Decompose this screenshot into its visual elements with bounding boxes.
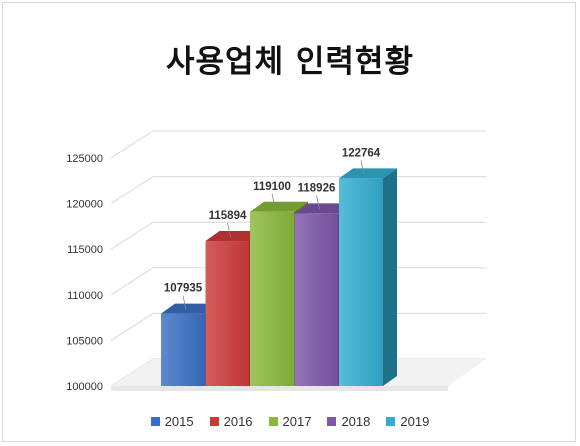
data-label-leader <box>271 193 276 208</box>
legend-swatch <box>150 417 160 426</box>
bar-2018 <box>294 213 339 386</box>
legend-label: 2016 <box>223 414 253 429</box>
legend-swatch <box>209 417 219 426</box>
chart-title: 사용업체 인력현황 <box>166 44 414 80</box>
legend-label: 2017 <box>282 414 312 429</box>
legend-item-2018: 2018 <box>327 414 370 429</box>
y-tick-label: 100000 <box>66 381 103 393</box>
gridline-diagonal <box>110 312 154 341</box>
gridline-diagonal <box>110 267 154 296</box>
data-label-leader <box>316 195 320 210</box>
gridline-diagonal <box>110 221 154 250</box>
chart-legend: 2015 2016 2017 2018 2019 <box>0 414 580 429</box>
legend-label: 2015 <box>164 414 194 429</box>
data-label-2015: 107935 <box>164 283 203 295</box>
data-label-leader <box>182 295 187 310</box>
legend-label: 2018 <box>341 414 371 429</box>
legend-label: 2019 <box>400 414 430 429</box>
data-label-2018: 118926 <box>298 182 336 194</box>
bar-top-2017 <box>250 201 308 212</box>
bar-top-2018 <box>294 203 353 214</box>
data-label-leader <box>360 160 365 175</box>
legend-item-2015: 2015 <box>150 414 194 429</box>
bar-top-2019 <box>339 168 397 179</box>
data-label-leader <box>227 222 231 238</box>
bar-2017 <box>250 211 294 386</box>
y-tick-label: 120000 <box>66 199 103 211</box>
bar-top-2016 <box>205 231 264 242</box>
y-tick-label: 105000 <box>66 335 103 347</box>
data-label-2017: 119100 <box>253 181 291 193</box>
gridline-diagonal <box>110 130 154 159</box>
data-label-2016: 115894 <box>209 210 247 222</box>
bar-2015 <box>161 313 205 386</box>
y-tick-label: 115000 <box>67 244 103 256</box>
legend-item-2019: 2019 <box>386 414 429 429</box>
y-tick-label: 125000 <box>66 153 103 165</box>
bar-2019 <box>339 178 383 386</box>
y-tick-label: 110000 <box>67 290 103 302</box>
legend-item-2017: 2017 <box>268 414 312 429</box>
data-label-2019: 122764 <box>342 147 381 159</box>
bar-side-2019 <box>383 168 397 386</box>
legend-swatch <box>268 417 278 426</box>
bar-2016 <box>205 241 250 386</box>
legend-swatch <box>327 417 337 426</box>
gridline-diagonal <box>110 176 154 205</box>
legend-item-2016: 2016 <box>209 414 253 429</box>
chart-floor-edge <box>111 386 448 391</box>
legend-swatch <box>386 417 396 426</box>
bar-top-2015 <box>161 303 219 314</box>
